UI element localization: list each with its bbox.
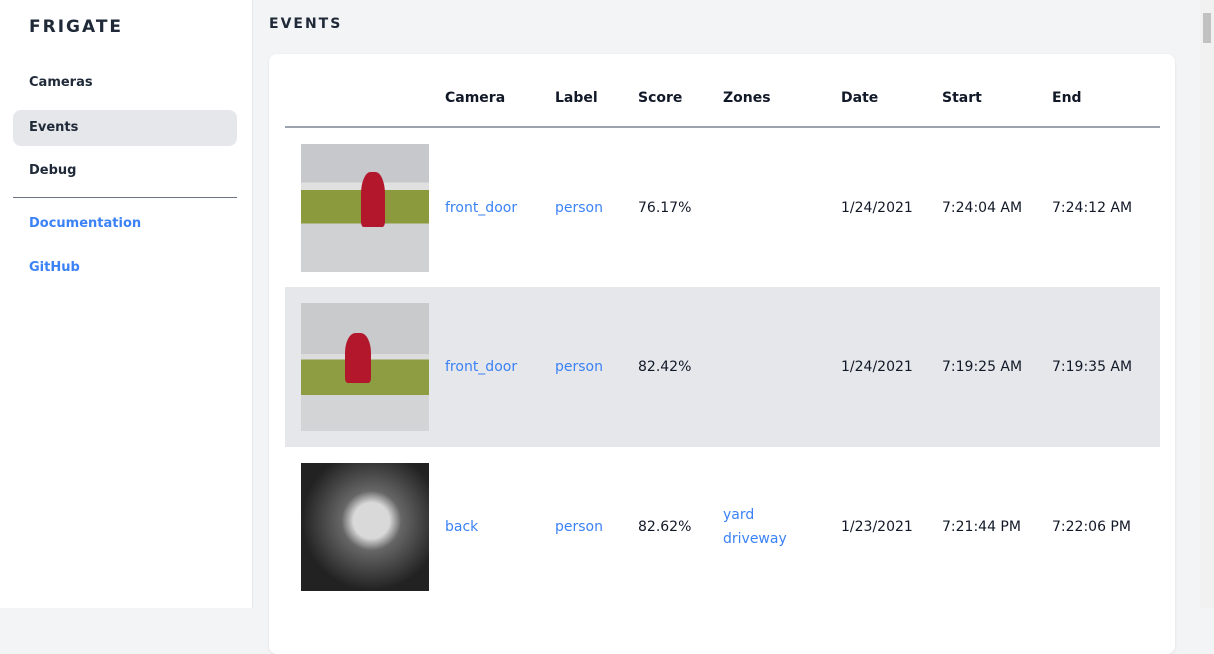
scrollbar-thumb[interactable]	[1203, 13, 1211, 43]
table-row[interactable]: front_door person 82.42% 1/24/2021 7:19:…	[285, 287, 1160, 447]
event-thumbnail[interactable]	[301, 143, 429, 272]
sidebar-item-events[interactable]: Events	[13, 110, 237, 146]
start-time: 7:24:04 AM	[942, 199, 1023, 216]
start-time: 7:21:44 PM	[942, 519, 1021, 535]
header-thumbnail	[285, 70, 445, 128]
date: 1/24/2021	[841, 199, 913, 216]
zones	[723, 287, 841, 447]
events-table: Camera Label Score Zones Date Start End …	[285, 70, 1160, 607]
app-logo[interactable]: FRIGATE	[29, 17, 124, 37]
camera-link[interactable]: front_door	[445, 199, 518, 216]
header-end: End	[1052, 70, 1160, 128]
header-start: Start	[942, 70, 1052, 128]
score: 82.42%	[638, 287, 723, 447]
end-time: 7:24:12 AM	[1052, 199, 1133, 216]
table-row[interactable]: front_door person 76.17% 1/24/2021 7:24:…	[285, 127, 1160, 287]
header-label: Label	[555, 70, 638, 128]
camera-link[interactable]: back	[445, 519, 479, 535]
header-date: Date	[841, 70, 942, 128]
sidebar-link-github[interactable]: GitHub	[29, 260, 80, 275]
page-title: EVENTS	[269, 16, 343, 32]
label-link[interactable]: person	[555, 519, 603, 535]
sidebar-link-documentation[interactable]: Documentation	[29, 216, 142, 231]
score: 76.17%	[638, 199, 692, 216]
header-score: Score	[638, 70, 723, 128]
start-time: 7:19:25 AM	[942, 287, 1052, 447]
zones	[723, 127, 841, 287]
sidebar-item-debug[interactable]: Debug	[29, 163, 77, 178]
zones: yard driveway	[723, 447, 841, 607]
score: 82.62%	[638, 519, 692, 535]
table-row[interactable]: back person 82.62% yard driveway 1/23/202…	[285, 447, 1160, 607]
end-time: 7:19:35 AM	[1052, 287, 1160, 447]
events-card: Camera Label Score Zones Date Start End …	[269, 54, 1175, 654]
scrollbar[interactable]	[1200, 0, 1214, 608]
header-zones: Zones	[723, 70, 841, 128]
event-thumbnail[interactable]	[301, 303, 429, 431]
label-link[interactable]: person	[555, 287, 638, 447]
end-time: 7:22:06 PM	[1052, 519, 1131, 535]
zone-link[interactable]: yard	[723, 507, 755, 523]
sidebar-item-cameras[interactable]: Cameras	[29, 75, 93, 90]
camera-link[interactable]: front_door	[445, 287, 555, 447]
sidebar-divider	[13, 197, 237, 198]
date: 1/23/2021	[841, 519, 913, 535]
table-header: Camera Label Score Zones Date Start End	[285, 70, 1160, 128]
zone-link[interactable]: driveway	[723, 531, 787, 547]
header-camera: Camera	[445, 70, 555, 128]
date: 1/24/2021	[841, 287, 942, 447]
label-link[interactable]: person	[555, 199, 603, 216]
sidebar: FRIGATE Cameras Events Debug Documentati…	[0, 0, 253, 608]
event-thumbnail[interactable]	[301, 463, 429, 591]
